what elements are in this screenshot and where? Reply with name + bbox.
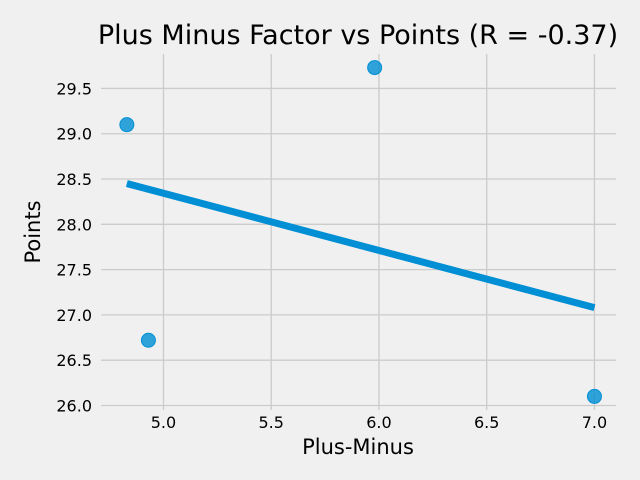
chart-title: Plus Minus Factor vs Points (R = -0.37) [98,20,618,51]
x-tick-label: 6.5 [474,413,499,432]
y-tick-label: 28.5 [56,170,92,189]
data-point [119,117,135,133]
x-tick-label: 6.0 [366,413,391,432]
tick-labels: 5.0 5.5 6.0 6.5 7.0 26.0 26.5 27.0 27.5 28.0 28.5 2… [56,79,607,432]
y-axis-label: Points [21,200,45,263]
data-point [586,388,602,404]
y-tick-label: 26.5 [56,351,92,370]
y-tick-label: 26.0 [56,396,92,415]
y-tick-label: 29.5 [56,79,92,98]
y-tick-label: 29.0 [56,125,92,144]
x-tick-label: 5.0 [151,413,176,432]
y-tick-label: 27.0 [56,306,92,325]
y-tick-label: 27.5 [56,261,92,280]
regression-line [125,180,596,312]
x-tick-label: 5.5 [259,413,284,432]
x-tick-label: 7.0 [582,413,607,432]
data-point [367,60,383,76]
data-point [140,332,156,348]
x-axis-label: Plus-Minus [302,435,414,459]
data-points [119,60,602,404]
y-tick-label: 28.0 [56,215,92,234]
trendline-group [125,180,596,312]
grid-lines [101,54,616,410]
